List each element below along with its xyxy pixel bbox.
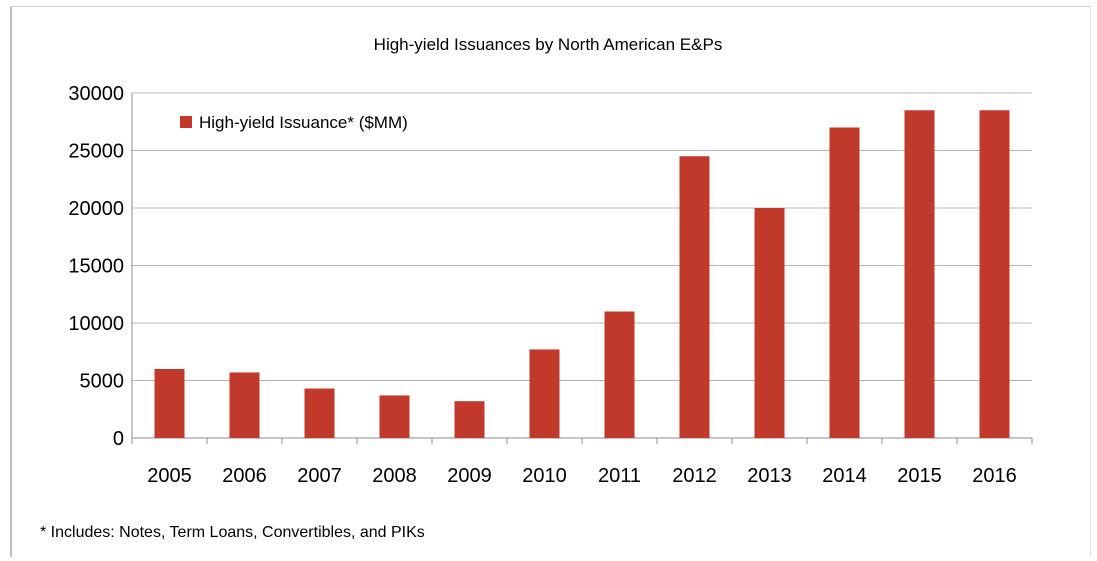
bar-2014: [829, 127, 860, 438]
x-tick-label: 2009: [447, 465, 492, 487]
x-tick-label: 2006: [222, 465, 267, 487]
x-tick-label: 2011: [598, 465, 641, 487]
y-tick-label: 25000: [68, 141, 124, 163]
axes: [131, 93, 1033, 444]
x-tick-labels: 2005 2006 2007 2008 2009 2010 2011 2012 2013 2014…: [147, 465, 1017, 487]
chart-title: High-yield Issuances by North American E…: [374, 35, 723, 54]
legend-swatch: [180, 116, 192, 128]
y-tick-label: 10000: [68, 313, 124, 335]
y-tick-label: 15000: [68, 256, 124, 278]
bars: [154, 110, 1010, 438]
bar-2008: [379, 395, 410, 438]
bar-2006: [229, 372, 260, 438]
legend-label: High-yield Issuance* ($MM): [199, 113, 408, 132]
x-tick-label: 2008: [372, 465, 417, 487]
bar-2005: [154, 369, 185, 438]
y-tick-labels: 0 5000 10000 15000 20000 25000 30000: [68, 83, 124, 450]
bar-2010: [529, 349, 560, 438]
bar-2009: [454, 401, 485, 438]
x-tick-label: 2005: [147, 465, 192, 487]
footnote: * Includes: Notes, Term Loans, Convertib…: [40, 524, 425, 541]
bar-2013: [754, 208, 785, 438]
x-tick-label: 2010: [522, 465, 567, 487]
x-tick-label: 2013: [747, 465, 792, 487]
bar-2007: [304, 388, 335, 438]
y-tick-label: 5000: [80, 371, 125, 393]
gridlines: [132, 92, 1032, 381]
x-tick-label: 2015: [897, 465, 942, 487]
x-tick-label: 2016: [972, 465, 1017, 487]
x-tick-label: 2007: [297, 465, 342, 487]
x-tick-label: 2012: [672, 465, 717, 487]
legend: High-yield Issuance* ($MM): [180, 113, 408, 132]
y-tick-label: 30000: [68, 83, 124, 105]
bar-2015: [904, 110, 935, 438]
y-tick-label: 0: [113, 428, 124, 450]
x-tick-label: 2014: [822, 465, 867, 487]
bar-2011: [604, 311, 635, 438]
chart-frame: [10, 6, 1091, 557]
y-tick-label: 20000: [68, 198, 124, 220]
bar-2012: [679, 156, 710, 438]
bar-chart: High-yield Issuances by North American E…: [68, 35, 1033, 487]
bar-2016: [979, 110, 1010, 438]
